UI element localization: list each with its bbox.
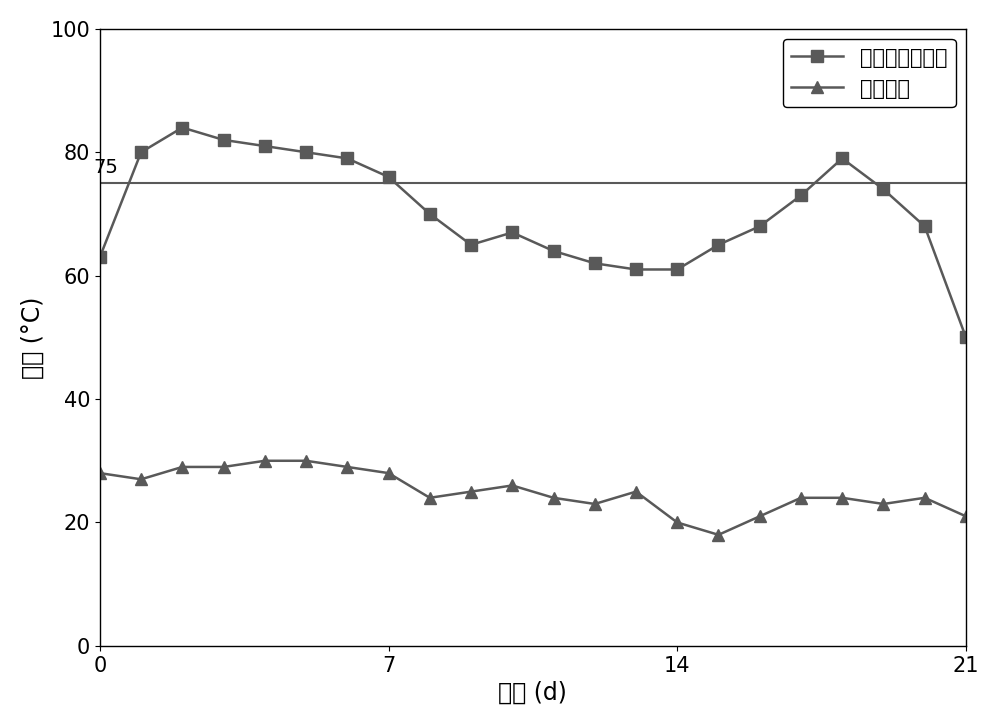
定向腐殖化发酵	[259, 142, 271, 150]
定向腐殖化发酵	[919, 222, 931, 231]
定向腐殖化发酵	[795, 191, 807, 200]
定向腐殖化发酵	[135, 148, 147, 157]
环境温度	[589, 499, 601, 508]
环境温度	[712, 531, 724, 539]
定向腐殖化发酵	[465, 240, 477, 249]
环境温度	[548, 494, 560, 502]
环境温度	[341, 462, 353, 471]
环境温度	[135, 475, 147, 484]
定向腐殖化发酵	[671, 265, 683, 274]
定向腐殖化发酵	[94, 253, 106, 261]
环境温度	[919, 494, 931, 502]
环境温度	[671, 518, 683, 527]
环境温度	[506, 481, 518, 490]
定向腐殖化发酵	[712, 240, 724, 249]
定向腐殖化发酵	[836, 154, 848, 163]
环境温度	[300, 457, 312, 465]
环境温度	[836, 494, 848, 502]
定向腐殖化发酵	[754, 222, 766, 231]
定向腐殖化发酵	[300, 148, 312, 157]
环境温度	[383, 469, 395, 478]
定向腐殖化发酵	[424, 210, 436, 219]
定向腐殖化发酵	[548, 247, 560, 256]
Text: 75: 75	[94, 158, 119, 177]
环境温度	[465, 487, 477, 496]
环境温度	[94, 469, 106, 478]
环境温度	[424, 494, 436, 502]
定向腐殖化发酵	[341, 154, 353, 163]
环境温度	[795, 494, 807, 502]
Y-axis label: 温度 (°C): 温度 (°C)	[21, 296, 45, 378]
Legend: 定向腐殖化发酵, 环境温度: 定向腐殖化发酵, 环境温度	[783, 39, 956, 107]
X-axis label: 时间 (d): 时间 (d)	[498, 681, 567, 705]
环境温度	[176, 462, 188, 471]
定向腐殖化发酵	[589, 259, 601, 268]
定向腐殖化发酵	[877, 185, 889, 194]
定向腐殖化发酵	[176, 123, 188, 132]
Line: 环境温度: 环境温度	[94, 455, 971, 540]
环境温度	[877, 499, 889, 508]
定向腐殖化发酵	[383, 173, 395, 182]
定向腐殖化发酵	[960, 333, 972, 342]
定向腐殖化发酵	[630, 265, 642, 274]
环境温度	[630, 487, 642, 496]
环境温度	[259, 457, 271, 465]
环境温度	[960, 512, 972, 521]
Line: 定向腐殖化发酵: 定向腐殖化发酵	[94, 122, 971, 343]
环境温度	[754, 512, 766, 521]
环境温度	[218, 462, 230, 471]
定向腐殖化发酵	[506, 228, 518, 237]
定向腐殖化发酵	[218, 136, 230, 144]
